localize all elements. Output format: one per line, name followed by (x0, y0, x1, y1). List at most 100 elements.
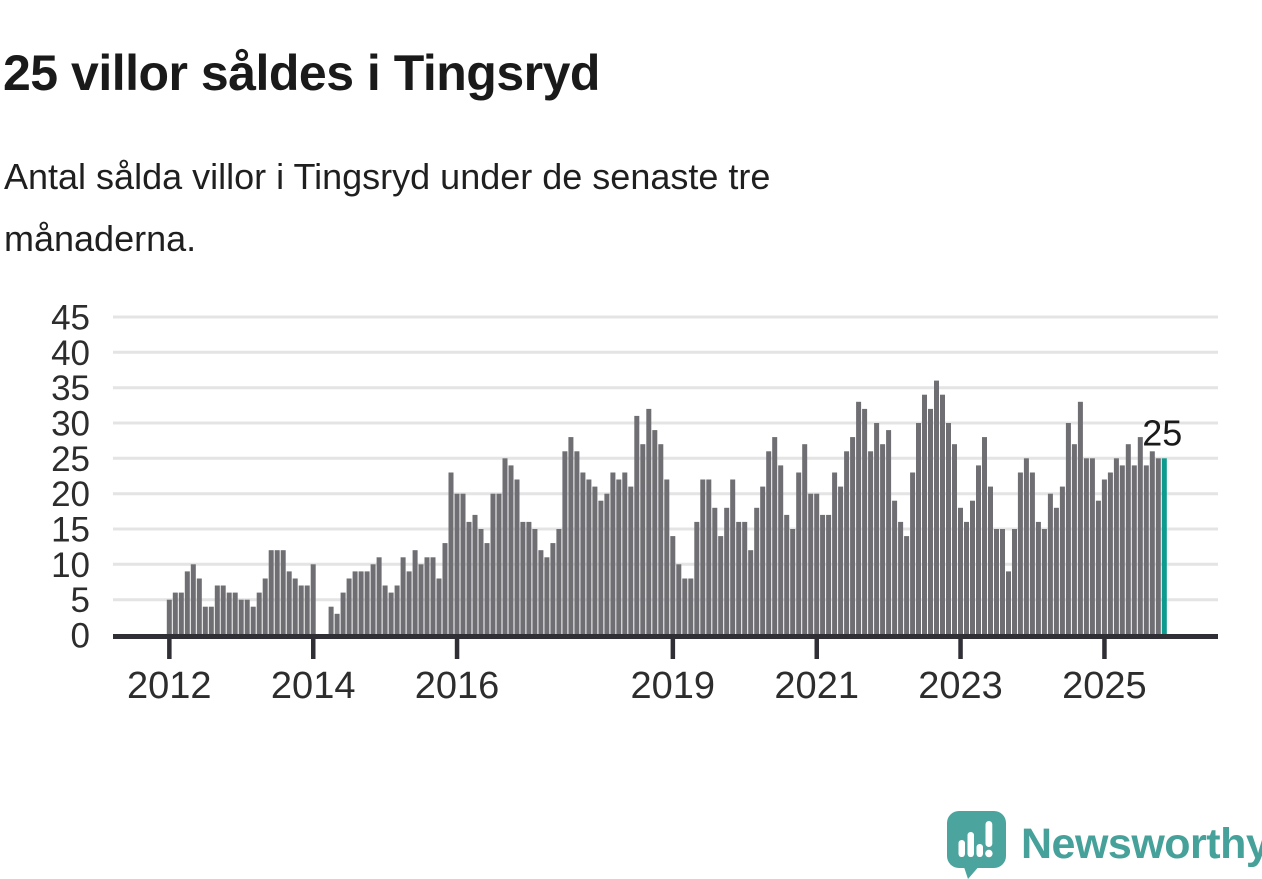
bar (814, 493, 820, 635)
bar (520, 521, 526, 635)
x-axis-tick (1102, 639, 1107, 659)
bar (880, 444, 886, 635)
bar (538, 550, 544, 635)
bar (952, 444, 957, 635)
bar (568, 437, 574, 635)
bar (436, 578, 442, 635)
bar (202, 606, 208, 635)
bar (736, 521, 742, 635)
y-axis-label: 0 (71, 617, 90, 656)
bar (874, 423, 880, 635)
bar (748, 550, 754, 635)
bar (208, 606, 214, 635)
x-axis-tick (958, 639, 963, 659)
bar (490, 493, 496, 635)
bar (1155, 458, 1161, 635)
bar (928, 408, 933, 635)
bar (796, 472, 802, 635)
x-axis-tick (814, 639, 819, 659)
bar (1149, 451, 1155, 635)
subtitle-line-2: månaderna. (4, 218, 197, 259)
bar (958, 507, 963, 635)
bar (412, 550, 418, 635)
x-axis-label: 2016 (415, 665, 500, 707)
bar (742, 521, 748, 635)
y-axis-label: 35 (51, 369, 90, 408)
bar (1000, 529, 1005, 635)
bar (610, 472, 616, 635)
bar (838, 486, 844, 635)
bar (844, 451, 850, 635)
bar (1095, 500, 1101, 635)
bar (868, 451, 874, 635)
bar (280, 550, 286, 635)
bar (1113, 458, 1119, 635)
y-axis-label: 5 (71, 581, 90, 620)
bar (832, 472, 838, 635)
bar (346, 578, 352, 635)
bar (1089, 458, 1095, 635)
x-axis-label: 2023 (918, 665, 1003, 707)
page-subtitle: Antal sålda villor i Tingsryd under de s… (4, 146, 1154, 270)
x-axis-label: 2012 (127, 665, 212, 707)
newsworthy-logo: Newsworthy (946, 810, 1262, 879)
bar (244, 599, 250, 635)
bar (448, 472, 454, 635)
bar (772, 437, 778, 635)
bar (460, 493, 466, 635)
bar (472, 514, 478, 635)
bar (922, 394, 927, 635)
bar (190, 564, 196, 635)
bar (1053, 507, 1059, 635)
bar (430, 557, 436, 635)
bar (670, 536, 676, 635)
bar (388, 592, 394, 635)
y-axis-label: 15 (51, 511, 90, 550)
bar (508, 465, 514, 635)
bar (340, 592, 346, 635)
bar (616, 479, 622, 635)
bar (1119, 465, 1125, 635)
bar (556, 529, 562, 635)
bar (1041, 529, 1047, 635)
bar (664, 479, 670, 635)
bar (394, 585, 400, 635)
bar (454, 493, 460, 635)
bar (304, 585, 310, 635)
bar (238, 599, 244, 635)
bar (1059, 486, 1065, 635)
bar (778, 465, 784, 635)
bar (592, 486, 598, 635)
bar (484, 543, 490, 635)
bar (544, 557, 550, 635)
bar (1065, 423, 1071, 635)
bar (862, 408, 868, 635)
bar (1006, 571, 1011, 635)
bar (1083, 458, 1089, 635)
bar (220, 585, 226, 635)
bar (1101, 479, 1107, 635)
bar (406, 571, 412, 635)
bar (232, 592, 238, 635)
bar (718, 536, 724, 635)
bar (334, 613, 340, 635)
bar (892, 500, 898, 635)
x-axis-label: 2019 (631, 665, 716, 707)
bar (550, 543, 556, 635)
bar (964, 521, 969, 635)
page-title: 25 villor såldes i Tingsryd (3, 44, 600, 101)
bar (850, 437, 856, 635)
bar (1017, 472, 1023, 635)
bar (598, 500, 604, 635)
bar (1071, 444, 1077, 635)
bar (622, 472, 628, 635)
bar (586, 479, 592, 635)
newsworthy-logo-text: Newsworthy (1021, 820, 1262, 868)
bar (682, 578, 688, 635)
x-axis-label: 2025 (1062, 665, 1147, 707)
bar (574, 451, 580, 635)
bar (946, 423, 951, 635)
bar (1125, 444, 1131, 635)
y-axis-label: 10 (51, 546, 90, 585)
